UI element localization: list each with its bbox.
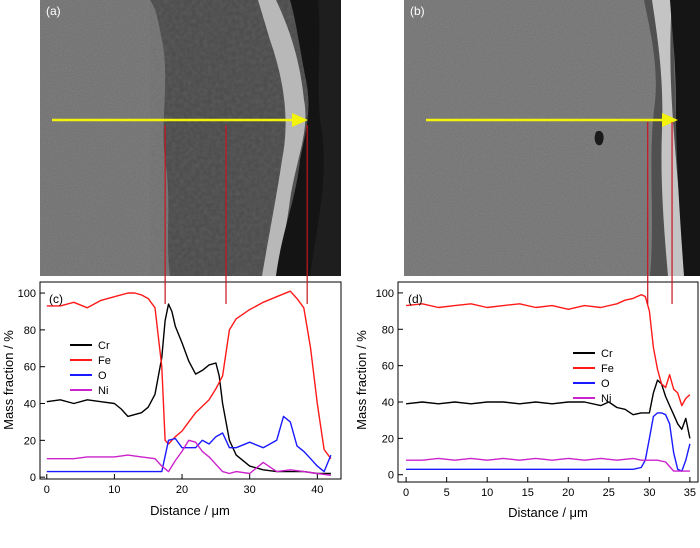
- series-line-fe: [46, 290, 332, 460]
- x-tick-label: 10: [481, 487, 493, 499]
- series-line-ni: [406, 457, 690, 472]
- x-tick-label: 30: [244, 484, 256, 496]
- panel-label-c: (c): [49, 292, 63, 306]
- series-line-ni: [46, 439, 331, 476]
- y-tick-label: 100: [18, 288, 36, 300]
- y-tick-label: 80: [24, 325, 36, 337]
- panel-label-a: (a): [46, 4, 61, 18]
- plot-frame-c: [39, 281, 342, 480]
- legend-label-cr: Cr: [98, 340, 110, 352]
- scan-arrow-b: [426, 113, 678, 127]
- connector-lines: [164, 122, 673, 304]
- x-tick-label: 5: [444, 487, 450, 499]
- micrograph-a: (a): [40, 0, 341, 276]
- legend-c: Cr Fe O Ni: [70, 340, 111, 397]
- scan-arrow-a: [52, 113, 308, 127]
- legend-label-cr: Cr: [601, 348, 613, 360]
- y-tick-label: 60: [382, 361, 394, 373]
- x-tick-label: 0: [44, 484, 50, 496]
- x-tick-label: 35: [684, 487, 696, 499]
- x-tick-label: 40: [311, 484, 323, 496]
- y-tick-label: 20: [24, 435, 36, 447]
- y-axis-label-c: Mass fraction / %: [1, 330, 16, 430]
- x-tick-label: 15: [522, 487, 534, 499]
- x-tick-label: 10: [108, 484, 120, 496]
- plot-frame-d: [397, 281, 699, 483]
- series-line-fe: [406, 294, 691, 407]
- series-line-o: [406, 412, 691, 472]
- legend-label-o: O: [98, 370, 107, 382]
- x-tick-label: 30: [643, 487, 655, 499]
- series-line-cr: [406, 379, 691, 439]
- panel-label-b: (b): [410, 4, 425, 18]
- y-tick-label: 40: [382, 397, 394, 409]
- legend-label-fe: Fe: [98, 355, 111, 367]
- legend-label-o: O: [601, 378, 610, 390]
- micrograph-b: (b): [404, 0, 700, 276]
- y-tick-label: 0: [388, 470, 394, 482]
- x-axis-label-c: Distance / μm: [150, 503, 230, 518]
- chart-d: 0 5 10 15 20 25 30 35 0 20 40 60 80 100 (d) Distance …: [354, 281, 699, 520]
- x-tick-label: 25: [603, 487, 615, 499]
- y-tick-label: 100: [376, 288, 394, 300]
- legend-d: Cr Fe O Ni: [573, 348, 614, 405]
- x-tick-label: 20: [562, 487, 574, 499]
- y-tick-label: 40: [24, 399, 36, 411]
- legend-label-ni: Ni: [98, 385, 108, 397]
- x-tick-label: 20: [176, 484, 188, 496]
- y-tick-label: 60: [24, 362, 36, 374]
- legend-label-fe: Fe: [601, 363, 614, 375]
- y-tick-label: 20: [382, 433, 394, 445]
- x-axis-label-d: Distance / μm: [508, 505, 588, 520]
- legend-label-ni: Ni: [601, 393, 611, 405]
- panel-label-d: (d): [408, 292, 423, 306]
- y-axis-label-d: Mass fraction / %: [354, 330, 369, 430]
- y-tick-label: 0: [30, 472, 36, 484]
- x-tick-label: 0: [403, 487, 409, 499]
- series-line-o: [46, 415, 332, 473]
- y-tick-label: 80: [382, 324, 394, 336]
